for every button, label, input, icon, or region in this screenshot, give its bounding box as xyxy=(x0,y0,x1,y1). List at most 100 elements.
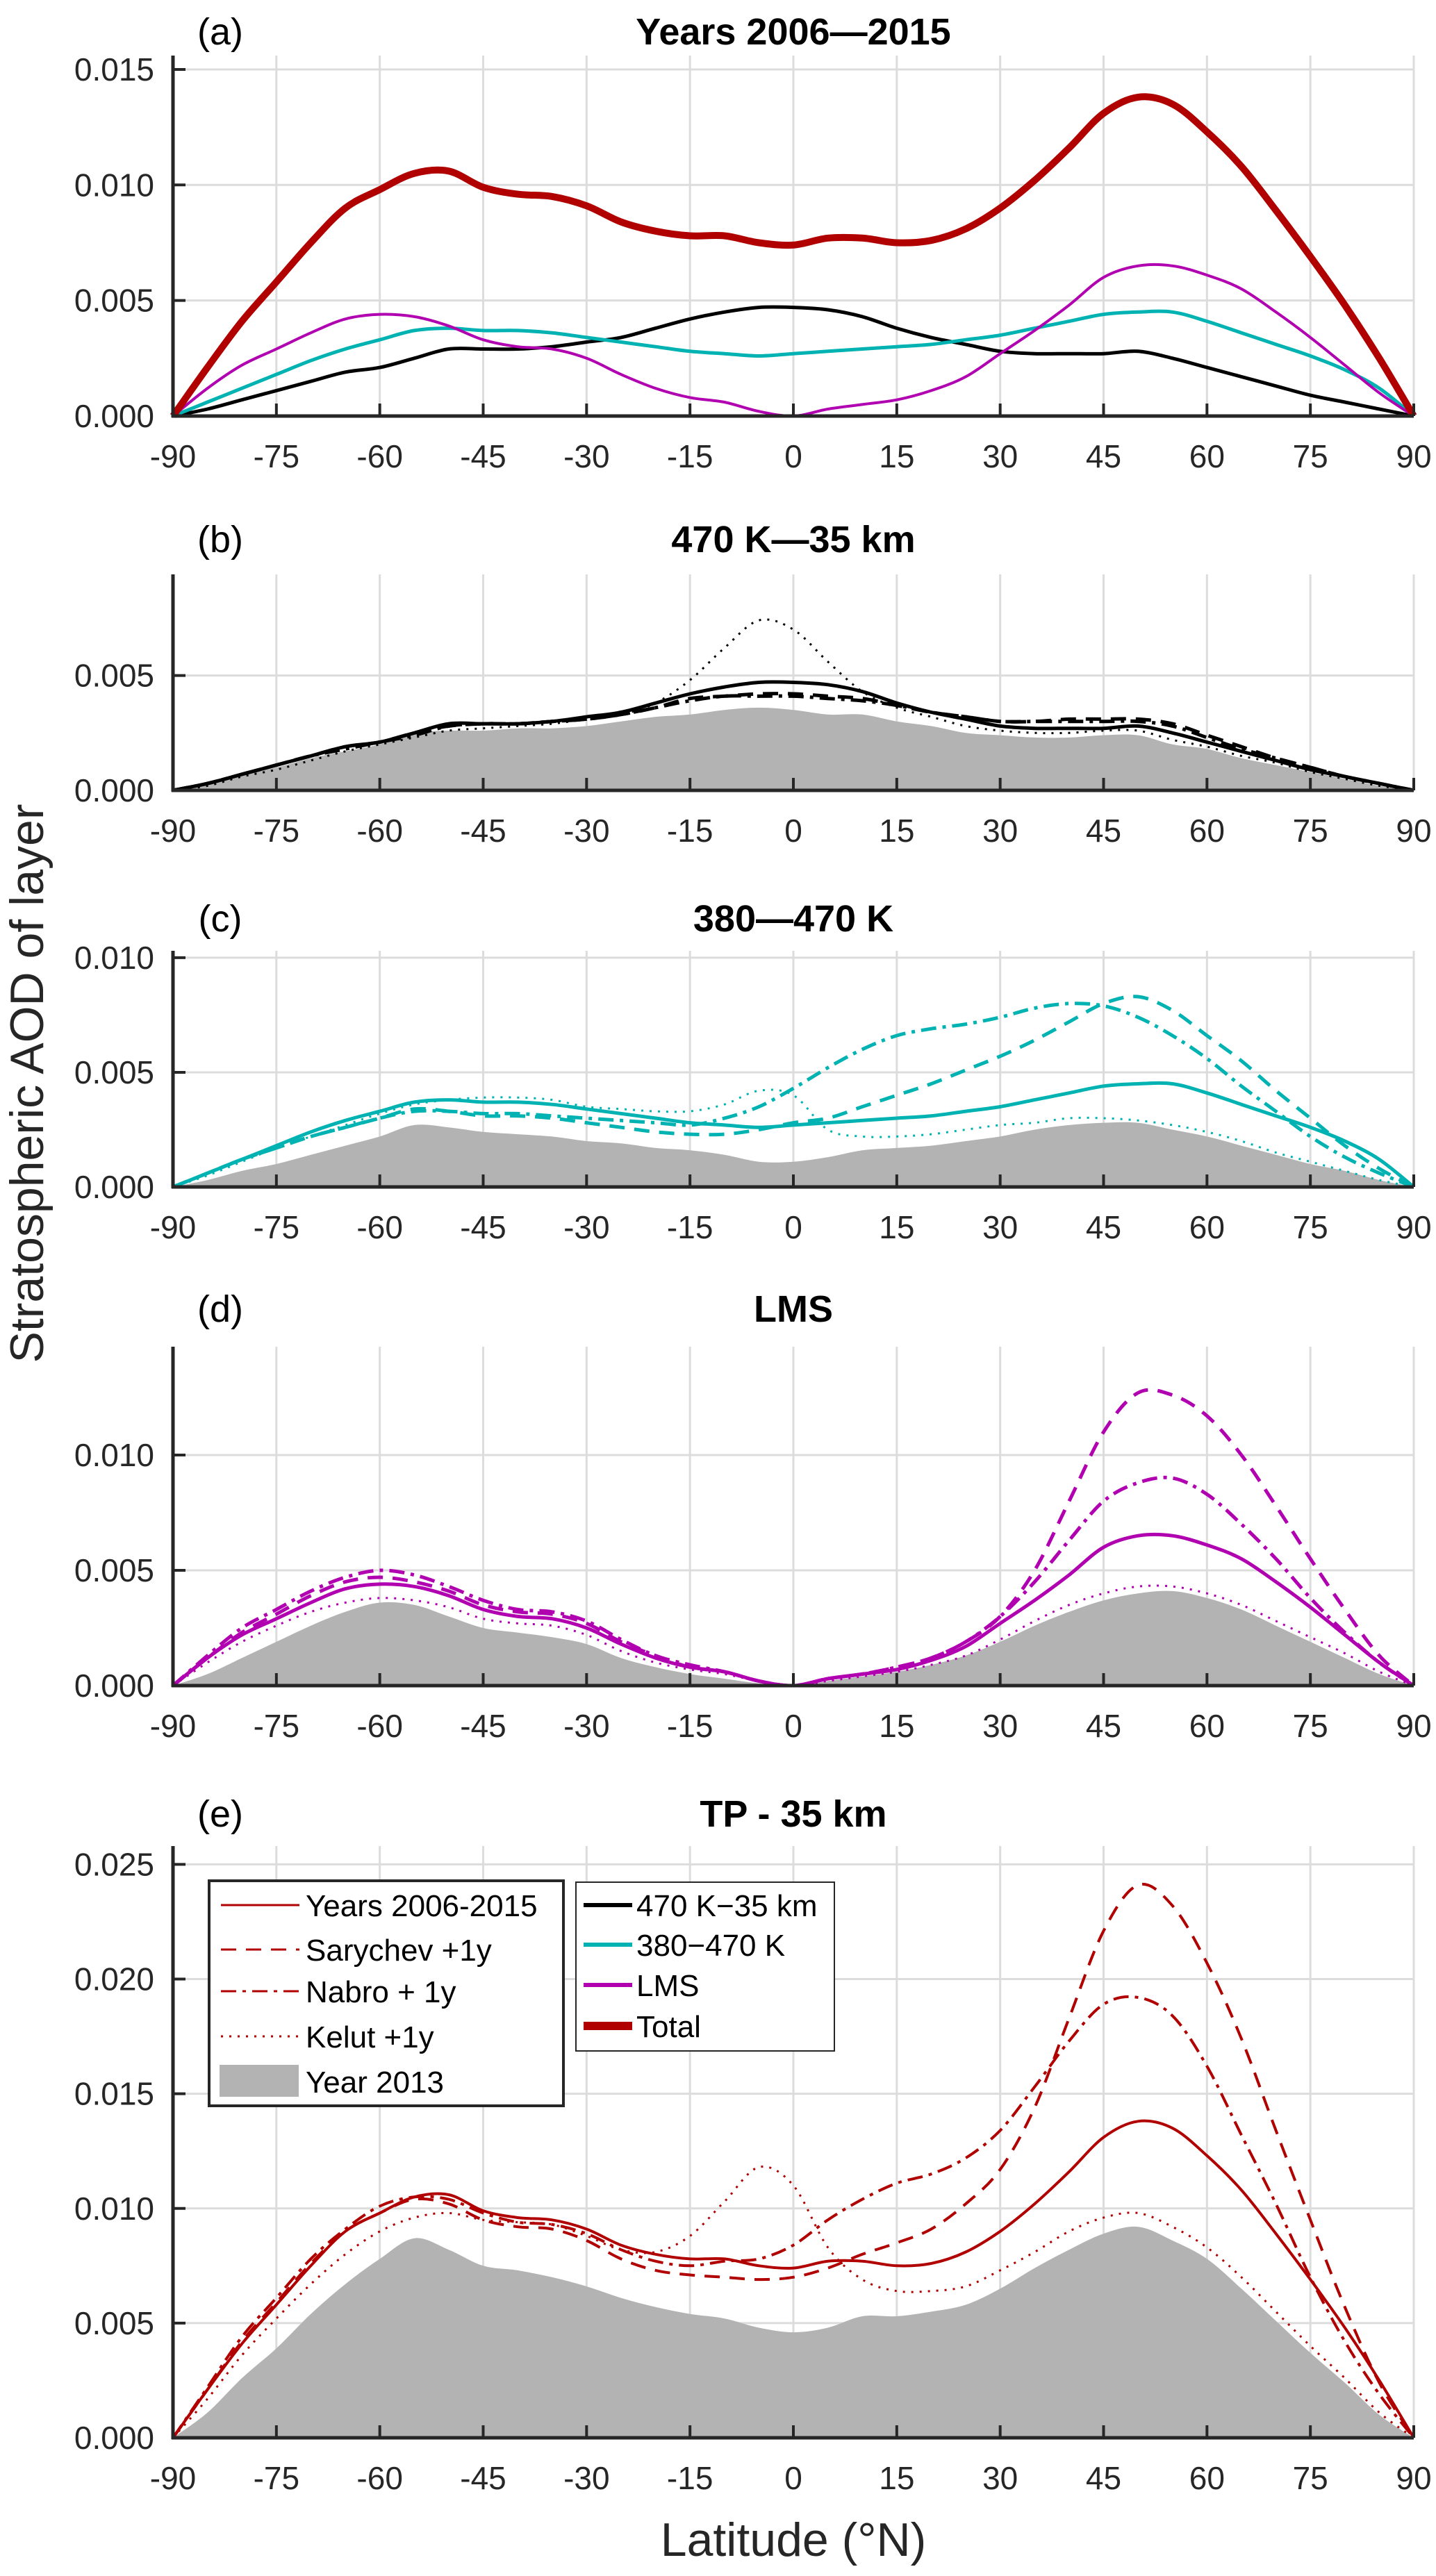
area-year-2013 xyxy=(173,707,1414,790)
series-line-380-470-k xyxy=(172,309,1415,418)
x-tick-label: -15 xyxy=(667,1209,713,1245)
y-tick-label: 0.000 xyxy=(74,2420,154,2456)
panel-a: -90 -75 -60 -45 -30 -15 0 15 30 45 60 75 90 0.000 0.00… xyxy=(74,11,1432,474)
x-tick-label: -15 xyxy=(667,813,713,849)
x-tick-label: -60 xyxy=(356,1209,402,1245)
x-tick-label: -30 xyxy=(563,1209,609,1245)
x-tick-label: 15 xyxy=(879,438,914,474)
x-tick-label: 15 xyxy=(879,1209,914,1245)
y-tick-label: 0.000 xyxy=(74,1668,154,1704)
x-tick-label: -45 xyxy=(460,813,506,849)
x-tick-label: 30 xyxy=(982,2460,1018,2496)
legend: Years 2006-2015 Sarychev +1y Nabro + 1y Kel… xyxy=(208,1879,835,2107)
x-tick-label: 15 xyxy=(879,2460,914,2496)
panel-title: 380—470 K xyxy=(693,898,893,940)
x-tick-label: -30 xyxy=(563,2460,609,2496)
x-tick-label: -75 xyxy=(254,438,299,474)
x-tick-label: 90 xyxy=(1396,1708,1431,1744)
series-line-nabro-1y xyxy=(172,1995,1415,2439)
legend-label: 470 K−35 km xyxy=(636,1889,818,1923)
x-tick-label: 75 xyxy=(1293,1708,1328,1744)
x-tick-label: 0 xyxy=(784,1209,802,1245)
y-tick-label: 0.005 xyxy=(74,1054,154,1090)
x-tick-label: -90 xyxy=(150,438,196,474)
x-tick-label: -30 xyxy=(563,1708,609,1744)
x-tick-label: -75 xyxy=(254,2460,299,2496)
x-tick-label: -45 xyxy=(460,438,506,474)
x-tick-label: -90 xyxy=(150,1209,196,1245)
x-tick-label: 0 xyxy=(784,2460,802,2496)
x-tick-label: 0 xyxy=(784,438,802,474)
x-tick-label: -75 xyxy=(254,1209,299,1245)
x-tick-label: 60 xyxy=(1189,438,1225,474)
y-tick-label: 0.010 xyxy=(74,2191,154,2227)
x-tick-label: -15 xyxy=(667,2460,713,2496)
x-tick-label: -45 xyxy=(460,1209,506,1245)
x-tick-label: 30 xyxy=(982,813,1018,849)
x-tick-label: -60 xyxy=(356,813,402,849)
area-year-2013 xyxy=(173,1590,1414,1686)
panel-letter: (d) xyxy=(197,1288,243,1330)
panel-title: 470 K—35 km xyxy=(671,519,915,560)
x-tick-label: -90 xyxy=(150,813,196,849)
panels: -90 -75 -60 -45 -30 -15 0 15 30 45 60 75 90 0.000 0.00… xyxy=(74,11,1432,2496)
y-tick-label: 0.000 xyxy=(74,772,154,808)
x-tick-label: -60 xyxy=(356,2460,402,2496)
legend-label: 380−470 K xyxy=(636,1929,785,1963)
legend-label: Year 2013 xyxy=(306,2066,444,2100)
series-line-sarychev-1y xyxy=(172,1882,1415,2439)
x-tick-label: 90 xyxy=(1396,1209,1431,1245)
area-year-2013 xyxy=(173,1122,1414,1187)
x-tick-label: 30 xyxy=(982,1708,1018,1744)
series-line-years-2006-2015 xyxy=(172,1081,1415,1189)
series-line-total xyxy=(170,93,1417,418)
x-tick-label: -75 xyxy=(254,813,299,849)
legend-label: Nabro + 1y xyxy=(306,1975,456,2009)
y-tick-label: 0.010 xyxy=(74,167,154,203)
x-tick-label: 60 xyxy=(1189,1708,1225,1744)
legend-label: Sarychev +1y xyxy=(306,1934,492,1968)
x-axis-label: Latitude (°N) xyxy=(661,2513,926,2566)
x-tick-label: 90 xyxy=(1396,2460,1431,2496)
x-tick-label: -90 xyxy=(150,1708,196,1744)
panel-d: -90 -75 -60 -45 -30 -15 0 15 30 45 60 75 90 0.000 0.00… xyxy=(74,1288,1432,1744)
panel-title: Years 2006—2015 xyxy=(636,11,950,53)
x-tick-label: 30 xyxy=(982,438,1018,474)
x-tick-label: -15 xyxy=(667,1708,713,1744)
x-tick-label: 75 xyxy=(1293,2460,1328,2496)
y-tick-label: 0.020 xyxy=(74,1961,154,1997)
series-line-years-2006-2015 xyxy=(172,2119,1415,2439)
x-tick-label: -60 xyxy=(356,438,402,474)
x-tick-label: 15 xyxy=(879,1708,914,1744)
legend-label: Kelut +1y xyxy=(306,2020,434,2054)
x-tick-label: 45 xyxy=(1086,2460,1121,2496)
x-tick-label: 45 xyxy=(1086,1209,1121,1245)
x-tick-label: 90 xyxy=(1396,813,1431,849)
panel-letter: (a) xyxy=(197,11,243,53)
y-tick-label: 0.010 xyxy=(74,1437,154,1473)
x-tick-label: -75 xyxy=(254,1708,299,1744)
y-tick-label: 0.000 xyxy=(74,1169,154,1205)
panel-title: LMS xyxy=(754,1288,833,1330)
legend-swatch-area xyxy=(220,2065,299,2097)
series-line-nabro-1y xyxy=(172,1475,1415,1688)
panel-title: TP - 35 km xyxy=(700,1793,886,1835)
series-line-470-k-35-km xyxy=(172,305,1414,418)
y-tick-label: 0.005 xyxy=(74,283,154,319)
series-line-nabro-1y xyxy=(172,694,1414,792)
x-tick-label: 90 xyxy=(1396,438,1431,474)
y-tick-label: 0.010 xyxy=(74,940,154,976)
x-tick-label: 45 xyxy=(1086,813,1121,849)
x-tick-label: 75 xyxy=(1293,813,1328,849)
x-tick-label: -90 xyxy=(150,2460,196,2496)
x-tick-label: -15 xyxy=(667,438,713,474)
x-tick-label: -45 xyxy=(460,2460,506,2496)
panel-c: -90 -75 -60 -45 -30 -15 0 15 30 45 60 75 90 0.000 0.00… xyxy=(74,898,1432,1245)
x-tick-label: 60 xyxy=(1189,1209,1225,1245)
x-tick-label: 75 xyxy=(1293,1209,1328,1245)
x-tick-label: -30 xyxy=(563,813,609,849)
x-tick-label: 0 xyxy=(784,813,802,849)
area-year-2013 xyxy=(173,2226,1414,2438)
panel-b: -90 -75 -60 -45 -30 -15 0 15 30 45 60 75 90 0.000 0.00… xyxy=(74,519,1432,849)
